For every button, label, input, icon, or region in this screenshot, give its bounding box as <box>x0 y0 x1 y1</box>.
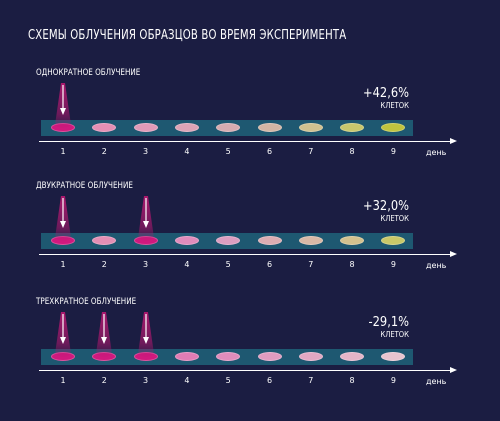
day-tick-label: 3 <box>143 376 149 385</box>
scheme-label: ОДНОКРАТНОЕ ОБЛУЧЕНИЕ <box>36 68 141 78</box>
day-tick-label: 1 <box>60 260 66 269</box>
day-tick-label: 9 <box>390 376 396 385</box>
sample-dish-day-2 <box>92 123 117 132</box>
result-unit: КЛЕТОК <box>380 101 409 110</box>
sample-dish-day-8 <box>340 236 365 245</box>
sample-dish-day-3 <box>133 123 158 132</box>
sample-dish-day-2 <box>92 236 117 245</box>
result-unit: КЛЕТОК <box>380 214 409 223</box>
sample-dish-day-5 <box>216 236 241 245</box>
day-tick-label: 8 <box>349 260 355 269</box>
day-tick-label: 5 <box>225 260 231 269</box>
scheme-result: +42,6% КЛЕТОК <box>350 86 409 110</box>
axis-unit-label: день <box>426 148 447 157</box>
time-axis <box>39 370 453 371</box>
sample-dish-day-4 <box>174 352 199 361</box>
sample-dish-day-7 <box>298 352 323 361</box>
time-axis <box>39 254 453 255</box>
sample-dish-day-5 <box>216 352 241 361</box>
sample-dish-day-7 <box>298 236 323 245</box>
scheme-3: ТРЕХКРАТНОЕ ОБЛУЧЕНИЕ -29,1% КЛЕТОК 1 2 3 4 5 6 7… <box>0 297 500 402</box>
page-title: СХЕМЫ ОБЛУЧЕНИЯ ОБРАЗЦОВ ВО ВРЕМЯ ЭКСПЕР… <box>28 28 347 43</box>
sample-dish-day-4 <box>174 123 199 132</box>
scheme-1: ОДНОКРАТНОЕ ОБЛУЧЕНИЕ +42,6% КЛЕТОК 1 2 3 4 5 6 7… <box>0 68 500 173</box>
day-tick-label: 1 <box>60 147 66 156</box>
day-tick-label: 5 <box>225 376 231 385</box>
sample-dish-day-9 <box>381 123 406 132</box>
scheme-label: ТРЕХКРАТНОЕ ОБЛУЧЕНИЕ <box>36 297 137 307</box>
day-tick-label: 4 <box>184 376 190 385</box>
day-tick-label: 3 <box>143 147 149 156</box>
scheme-2: ДВУКРАТНОЕ ОБЛУЧЕНИЕ +32,0% КЛЕТОК 1 2 3 4 5 6 7 8… <box>0 181 500 286</box>
day-tick-label: 4 <box>184 260 190 269</box>
sample-dish-day-6 <box>257 123 282 132</box>
scheme-result: -29,1% КЛЕТОК <box>350 315 409 339</box>
day-tick-label: 5 <box>225 147 231 156</box>
result-value: +32,0% <box>363 199 409 214</box>
irradiation-beam-day-3 <box>137 196 154 241</box>
sample-track <box>41 349 413 365</box>
axis-arrow-icon <box>450 251 457 257</box>
sample-dish-day-6 <box>257 236 282 245</box>
day-tick-label: 7 <box>308 376 314 385</box>
day-tick-label: 7 <box>308 147 314 156</box>
sample-dish-day-9 <box>381 352 406 361</box>
day-tick-label: 2 <box>101 147 107 156</box>
axis-arrow-icon <box>450 138 457 144</box>
irradiation-beam-day-2 <box>96 312 113 357</box>
axis-unit-label: день <box>426 377 447 386</box>
day-tick-label: 8 <box>349 376 355 385</box>
day-tick-label: 3 <box>143 260 149 269</box>
day-tick-label: 2 <box>101 260 107 269</box>
sample-dish-day-6 <box>257 352 282 361</box>
time-axis <box>39 141 453 142</box>
irradiation-beam-day-1 <box>55 312 71 357</box>
sample-dish-day-5 <box>216 123 241 132</box>
scheme-label: ДВУКРАТНОЕ ОБЛУЧЕНИЕ <box>36 181 133 191</box>
day-tick-label: 8 <box>349 147 355 156</box>
result-value: -29,1% <box>368 315 409 330</box>
sample-dish-day-8 <box>340 352 365 361</box>
axis-unit-label: день <box>426 261 447 270</box>
sample-dish-day-4 <box>174 236 199 245</box>
day-tick-label: 4 <box>184 147 190 156</box>
sample-dish-day-7 <box>298 123 323 132</box>
sample-track <box>41 120 413 136</box>
day-tick-label: 1 <box>60 376 66 385</box>
day-tick-label: 6 <box>266 147 273 156</box>
irradiation-beam-day-1 <box>55 196 71 241</box>
irradiation-beam-day-3 <box>137 312 154 357</box>
sample-dish-day-8 <box>340 123 365 132</box>
day-tick-label: 6 <box>266 260 273 269</box>
scheme-result: +32,0% КЛЕТОК <box>350 199 409 223</box>
day-tick-label: 9 <box>390 147 396 156</box>
result-value: +42,6% <box>363 86 409 101</box>
day-tick-label: 6 <box>266 376 273 385</box>
day-tick-label: 9 <box>390 260 396 269</box>
axis-arrow-icon <box>450 367 457 373</box>
day-tick-label: 2 <box>101 376 107 385</box>
irradiation-beam-day-1 <box>55 83 71 128</box>
sample-track <box>41 233 413 249</box>
day-tick-label: 7 <box>308 260 314 269</box>
result-unit: КЛЕТОК <box>380 330 409 339</box>
sample-dish-day-9 <box>381 236 406 245</box>
